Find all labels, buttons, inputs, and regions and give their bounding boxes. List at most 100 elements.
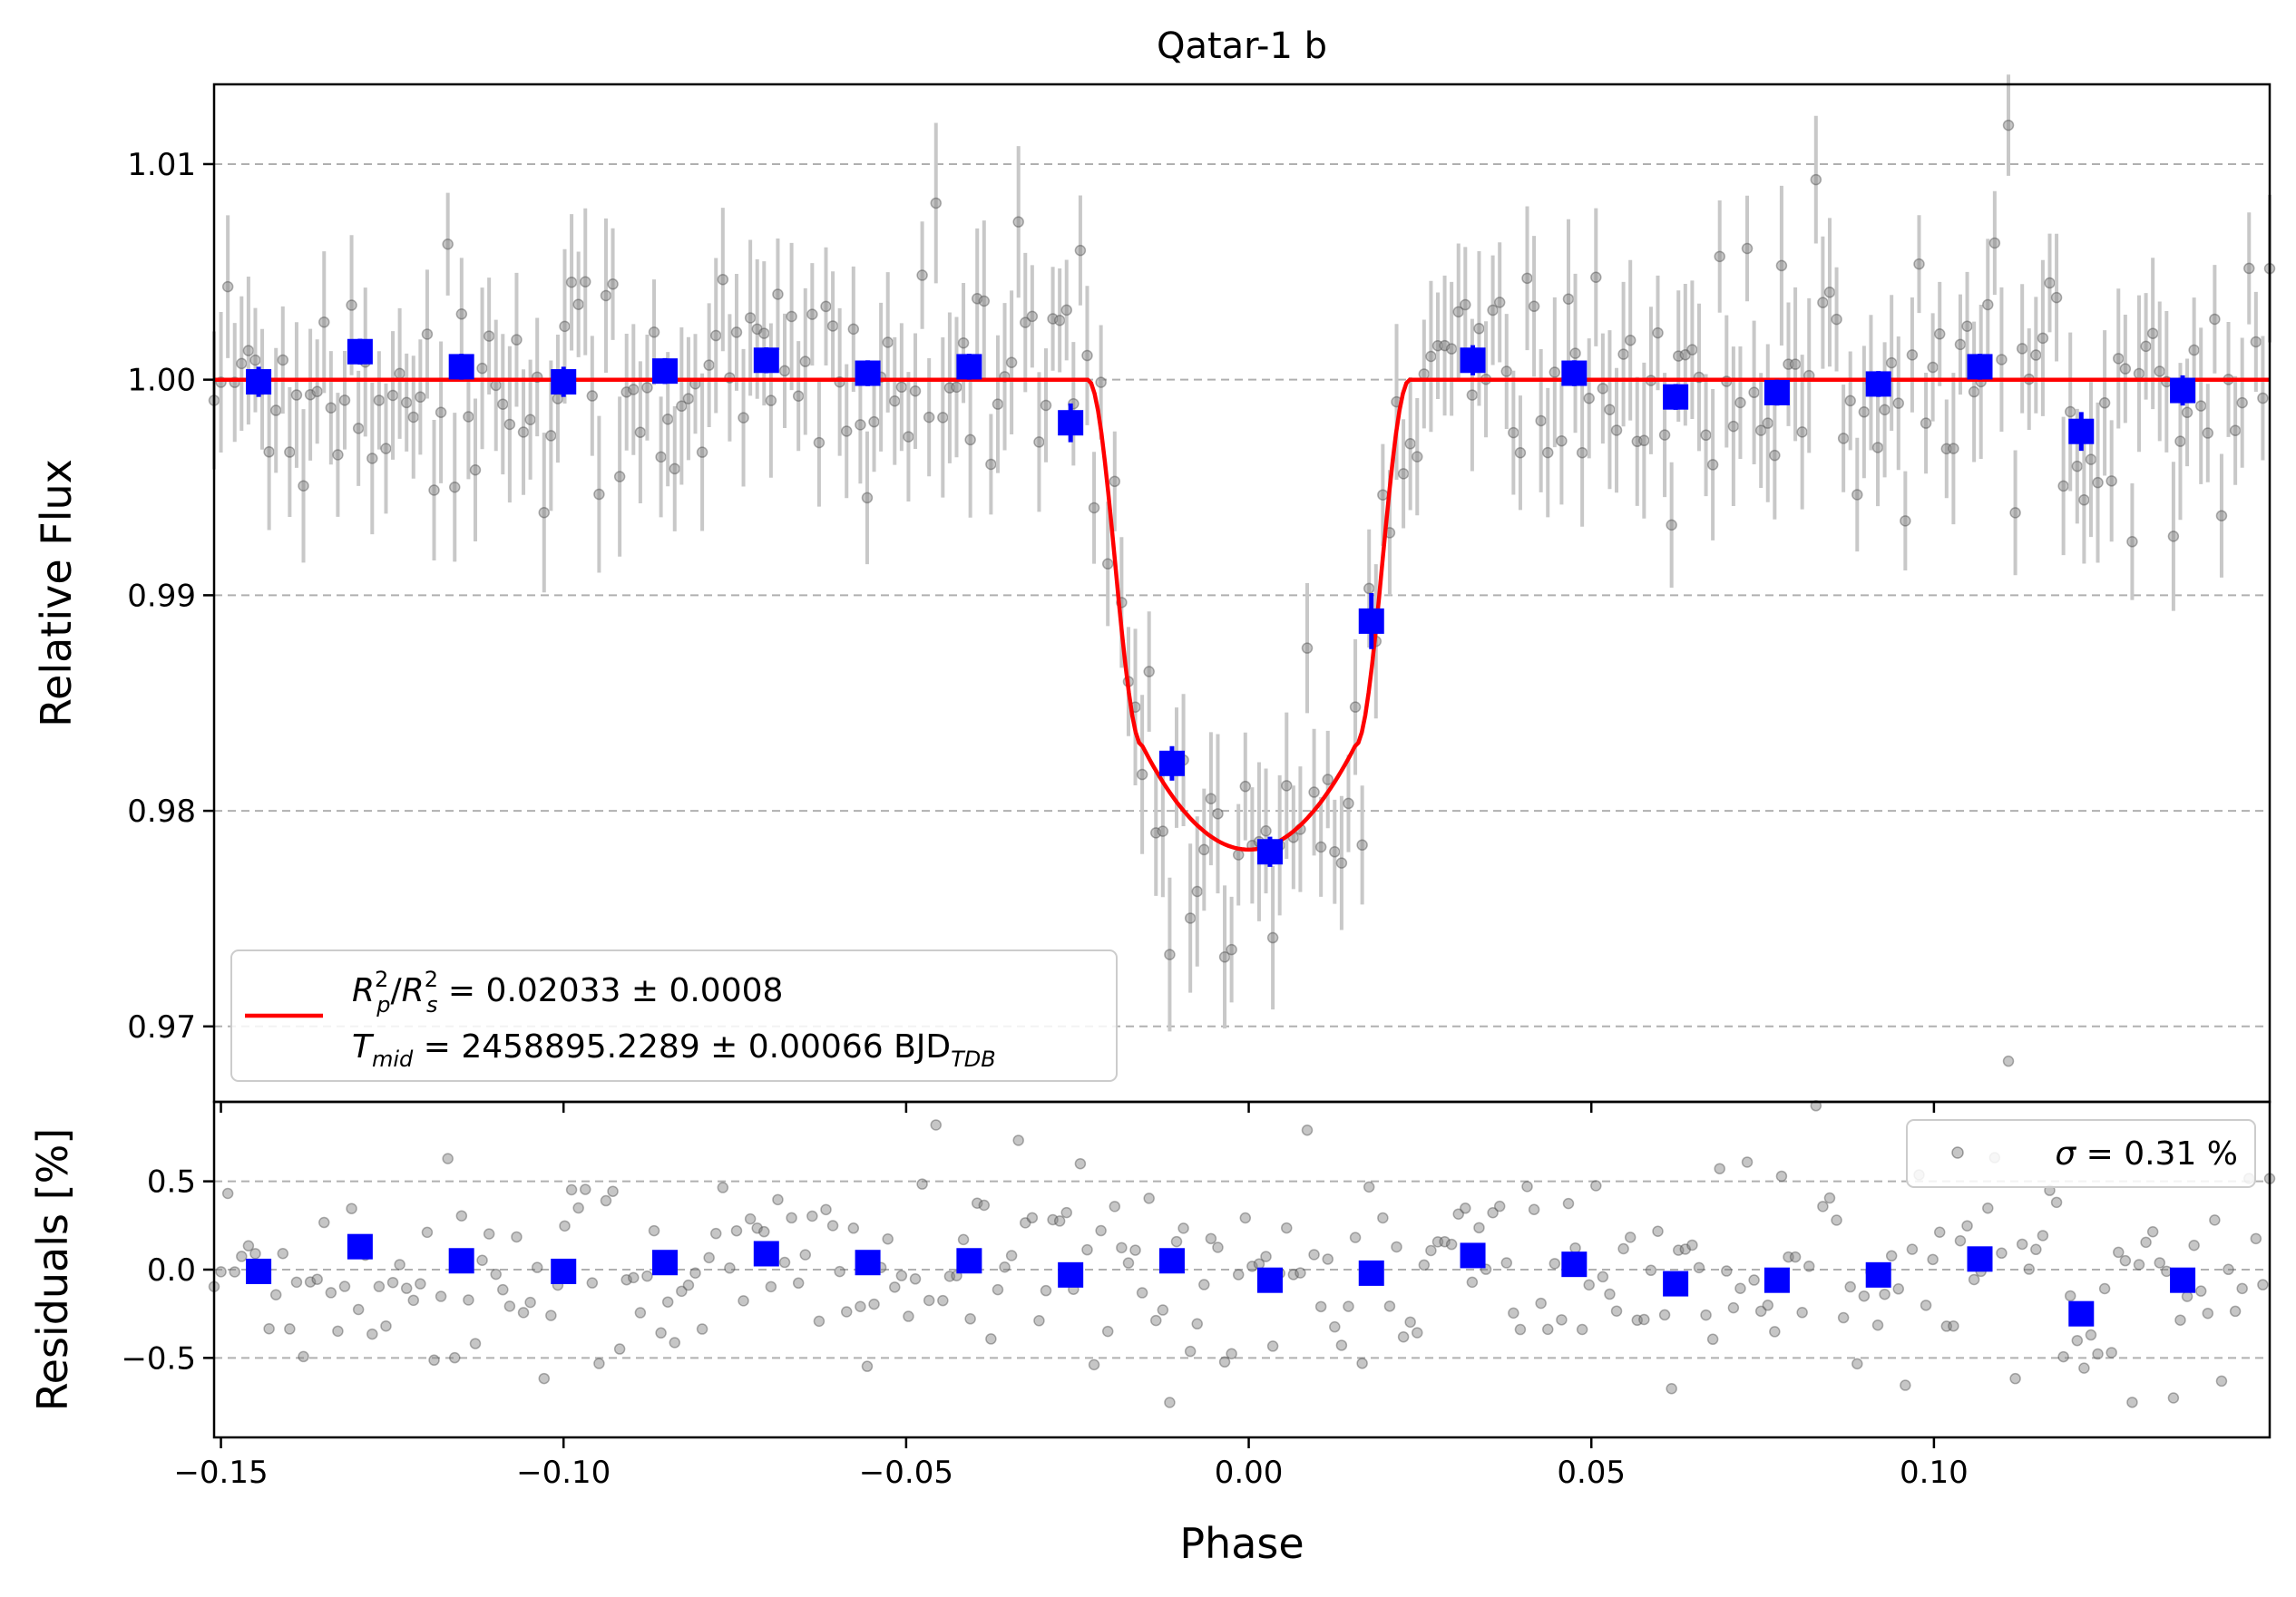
binned-point bbox=[1256, 839, 1283, 865]
raw-point bbox=[2188, 344, 2200, 356]
raw-point bbox=[751, 323, 763, 336]
raw-point bbox=[290, 389, 303, 401]
raw-point bbox=[1301, 642, 1314, 654]
light-curve-panel: 0.97 0.98 0.99 1.00 1.01 R2 p/R2 s = 0.02033 ±… bbox=[32, 74, 2276, 1113]
raw-residual-point bbox=[765, 1281, 777, 1293]
raw-point bbox=[1556, 434, 1568, 447]
binned-residual-point bbox=[652, 1250, 679, 1276]
raw-residual-point bbox=[1005, 1250, 1018, 1261]
raw-point bbox=[1239, 780, 1252, 793]
raw-point bbox=[249, 354, 261, 366]
raw-residual-point bbox=[2202, 1307, 2214, 1319]
raw-point bbox=[2092, 476, 2104, 489]
raw-point bbox=[682, 393, 695, 404]
raw-point bbox=[394, 367, 405, 380]
raw-point bbox=[1012, 216, 1024, 228]
raw-residual-point bbox=[1741, 1156, 1754, 1168]
raw-residual-point bbox=[1391, 1241, 1402, 1253]
raw-point bbox=[964, 433, 976, 446]
raw-residual-point bbox=[1754, 1305, 1767, 1318]
raw-point bbox=[1101, 558, 1114, 570]
raw-residual-point bbox=[2174, 1314, 2186, 1326]
raw-point bbox=[1968, 385, 1980, 398]
raw-residual-point bbox=[620, 1273, 632, 1286]
binned-point bbox=[1158, 750, 1185, 776]
raw-residual-point bbox=[284, 1323, 296, 1335]
binned-residual-point bbox=[1256, 1267, 1283, 1293]
raw-residual-point bbox=[930, 1119, 943, 1131]
raw-residual-point bbox=[1783, 1251, 1794, 1263]
raw-residual-point bbox=[826, 1220, 839, 1232]
binned-point bbox=[551, 369, 577, 395]
raw-residual-point bbox=[1377, 1212, 1389, 1224]
binned-residual-point bbox=[2170, 1267, 2196, 1293]
chart-title: Qatar-1 b bbox=[1157, 25, 1327, 67]
raw-residual-point bbox=[889, 1281, 901, 1293]
raw-point bbox=[2202, 427, 2214, 439]
raw-residual-point bbox=[2071, 1334, 2084, 1347]
raw-residual-point bbox=[394, 1259, 405, 1271]
raw-residual-point bbox=[1026, 1212, 1039, 1224]
raw-point bbox=[586, 390, 599, 402]
raw-point bbox=[813, 436, 826, 449]
residual-raw-points bbox=[208, 1055, 2276, 1408]
main-y-ticks: 0.97 0.98 0.99 1.00 1.01 bbox=[127, 147, 214, 1046]
raw-point bbox=[497, 398, 509, 410]
raw-point bbox=[304, 388, 317, 401]
raw-residual-point bbox=[1431, 1236, 1444, 1248]
raw-residual-point bbox=[1652, 1225, 1664, 1237]
raw-point bbox=[2098, 397, 2111, 409]
raw-residual-point bbox=[703, 1251, 715, 1264]
raw-point bbox=[1748, 386, 1760, 399]
raw-point bbox=[2085, 453, 2097, 465]
raw-residual-point bbox=[778, 1256, 791, 1269]
raw-point bbox=[696, 446, 708, 458]
raw-residual-point bbox=[676, 1285, 688, 1298]
x-tick-label: 0.05 bbox=[1557, 1455, 1626, 1491]
raw-residual-point bbox=[957, 1233, 970, 1246]
raw-point bbox=[1266, 931, 1279, 944]
raw-residual-point bbox=[1721, 1265, 1733, 1277]
raw-residual-point bbox=[1266, 1340, 1279, 1352]
raw-residual-point bbox=[1322, 1253, 1334, 1265]
raw-point bbox=[895, 381, 908, 394]
raw-point bbox=[2078, 494, 2090, 506]
raw-residual-point bbox=[386, 1276, 399, 1289]
raw-residual-point bbox=[1116, 1242, 1128, 1254]
raw-residual-point bbox=[1762, 1300, 1774, 1311]
binned-residual-point bbox=[1967, 1246, 1993, 1272]
raw-point bbox=[2133, 367, 2145, 380]
raw-residual-point bbox=[1412, 1327, 1423, 1339]
raw-residual-point bbox=[840, 1306, 853, 1318]
raw-point bbox=[1218, 951, 1231, 963]
binned-residual-point bbox=[855, 1250, 881, 1276]
raw-point bbox=[2194, 400, 2207, 412]
x-tick-label: 0.00 bbox=[1215, 1455, 1284, 1491]
raw-point bbox=[1631, 435, 1644, 448]
raw-residual-point bbox=[2188, 1240, 2200, 1251]
raw-point bbox=[400, 396, 413, 409]
raw-residual-point bbox=[855, 1300, 866, 1312]
raw-point bbox=[1095, 376, 1107, 388]
residual-x-ticks: −0.15 −0.10 −0.05 0.00 0.05 0.10 bbox=[173, 1437, 1969, 1491]
legend-tmid-value: = 2458895.2289 ± 0.00066 BJD bbox=[413, 1028, 951, 1066]
raw-point bbox=[1583, 393, 1595, 404]
raw-residual-point bbox=[1150, 1314, 1162, 1327]
raw-residual-point bbox=[2030, 1243, 2042, 1256]
raw-residual-point bbox=[1631, 1314, 1644, 1327]
raw-residual-point bbox=[2057, 1350, 2069, 1363]
binned-residual-point bbox=[956, 1248, 982, 1274]
raw-point bbox=[1624, 334, 1637, 346]
raw-point bbox=[1329, 846, 1341, 858]
raw-residual-point bbox=[1074, 1157, 1087, 1170]
raw-residual-point bbox=[442, 1153, 454, 1164]
raw-point bbox=[978, 295, 991, 307]
raw-point bbox=[786, 310, 797, 323]
raw-residual-point bbox=[751, 1222, 763, 1234]
raw-point bbox=[1954, 338, 1967, 351]
raw-residual-point bbox=[421, 1226, 434, 1239]
raw-residual-point bbox=[1672, 1244, 1685, 1256]
raw-residual-point bbox=[531, 1261, 543, 1273]
raw-point bbox=[284, 446, 296, 458]
raw-point bbox=[1982, 298, 1994, 311]
